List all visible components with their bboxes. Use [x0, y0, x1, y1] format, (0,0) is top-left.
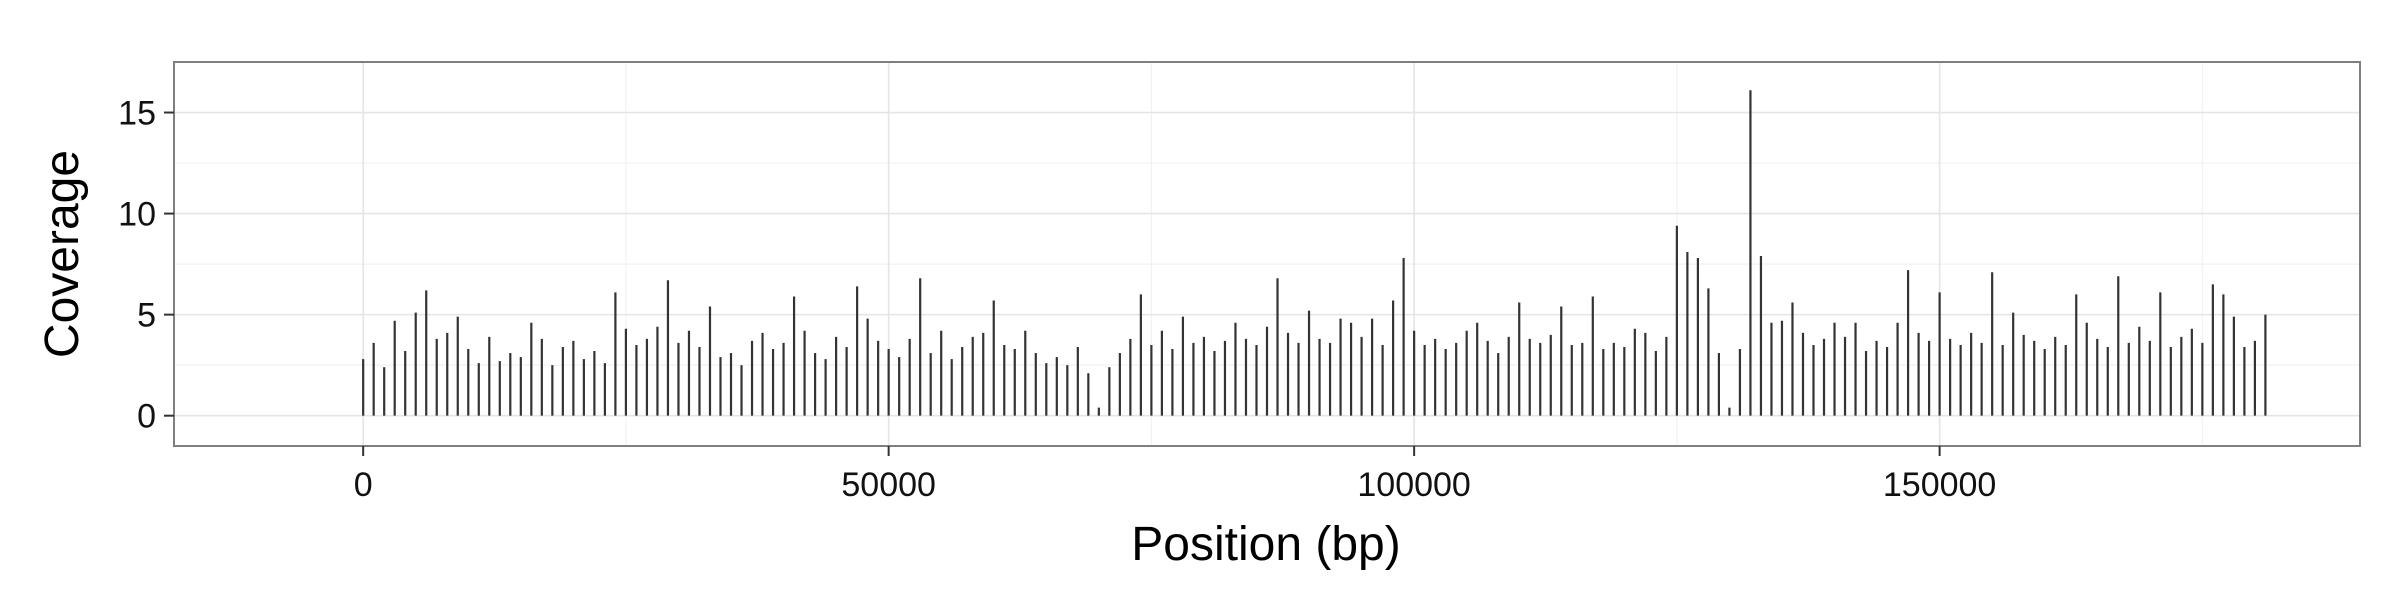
y-tick-label: 0	[137, 398, 156, 436]
y-axis-title: Coverage	[36, 150, 89, 358]
coverage-bars	[362, 90, 2267, 416]
x-tick-label: 50000	[841, 466, 936, 504]
y-axis-ticks: 0 5 10 15	[118, 95, 174, 436]
y-tick-label: 15	[118, 95, 156, 133]
x-tick-label: 100000	[1357, 466, 1470, 504]
x-axis-ticks: 0 50000 100000 150000	[354, 446, 1996, 504]
plot-border	[173, 61, 2361, 447]
x-axis-title: Position (bp)	[1131, 518, 1400, 571]
x-tick-label: 150000	[1883, 466, 1996, 504]
y-tick-label: 10	[118, 196, 156, 234]
x-tick-label: 0	[354, 466, 373, 504]
y-tick-label: 5	[137, 297, 156, 335]
